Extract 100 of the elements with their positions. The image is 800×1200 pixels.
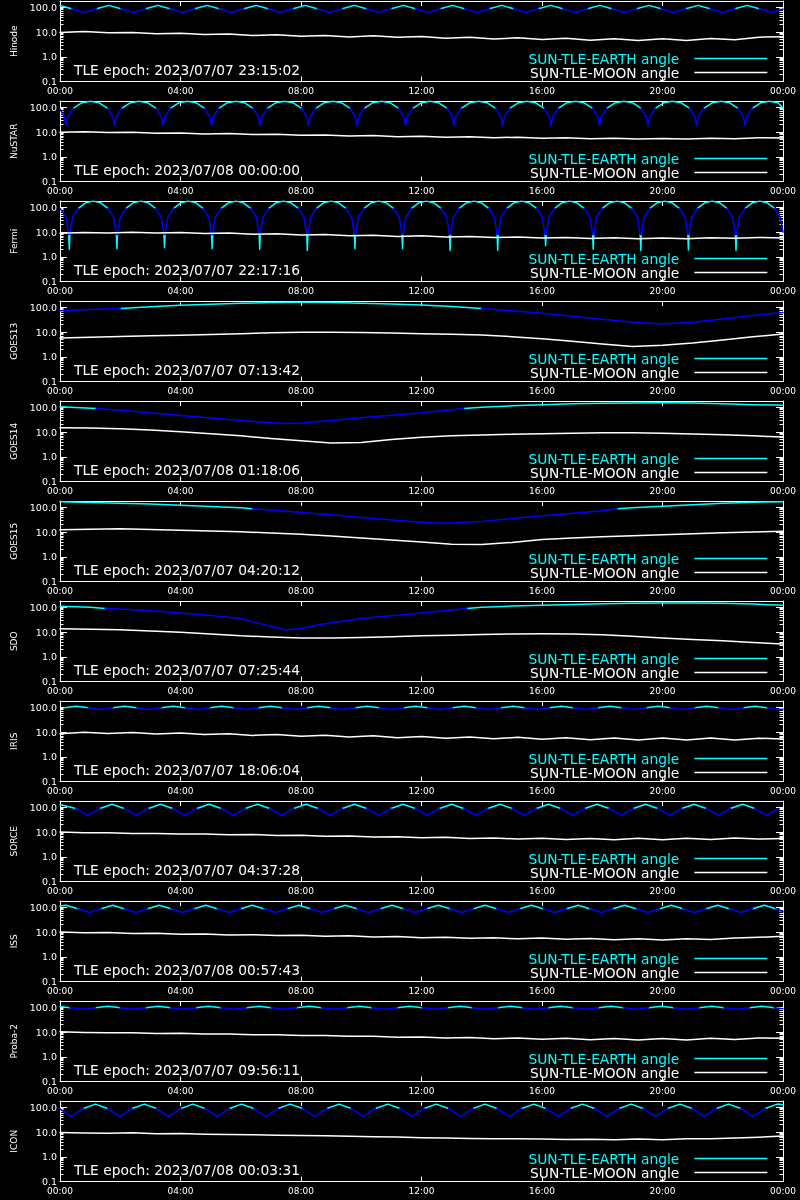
annotation: TLE epoch: 2023/07/07 22:17:16 xyxy=(73,262,301,278)
x-tick-label: 20:00 xyxy=(649,586,676,596)
x-tick-label: 20:00 xyxy=(649,1086,676,1096)
y-tick-label: 0.1 xyxy=(41,876,57,887)
y-tick-label: 0.1 xyxy=(41,376,57,387)
x-tick-label: 00:00 xyxy=(770,686,797,696)
y-tick-label: 0.1 xyxy=(41,1176,57,1187)
text: SUN-TLE-EARTH angle xyxy=(528,50,680,67)
x-tick-label: 00:00 xyxy=(770,1086,797,1096)
x-tick-label: 00:00 xyxy=(770,486,797,496)
y-tick-label: 10.0 xyxy=(35,26,57,38)
line-series xyxy=(252,507,619,524)
y-tick-label: 100.0 xyxy=(29,1101,57,1113)
x-tick-label: 12:00 xyxy=(408,886,435,896)
y-tick-label: 1.0 xyxy=(41,451,57,463)
y-tick-label: 1.0 xyxy=(41,251,57,263)
x-tick-label: 00:00 xyxy=(770,386,797,396)
x-tick-label: 20:00 xyxy=(649,386,676,396)
x-tick-label: 00:00 xyxy=(47,986,74,996)
y-axis-title: GOES15 xyxy=(9,522,20,560)
x-tick-label: 08:00 xyxy=(288,486,315,496)
y-tick-label: 10.0 xyxy=(35,226,57,238)
x-tick-label: 12:00 xyxy=(408,86,435,96)
x-tick-label: 12:00 xyxy=(408,786,435,796)
annotation: TLE epoch: 2023/07/07 07:13:42 xyxy=(73,362,301,378)
x-tick-label: 08:00 xyxy=(288,886,315,896)
x-tick-label: 00:00 xyxy=(770,886,797,896)
x-tick-label: 04:00 xyxy=(167,86,194,96)
y-tick-label: 1.0 xyxy=(41,1051,57,1063)
y-tick-label: 1.0 xyxy=(41,951,57,963)
y-tick-label: 0.1 xyxy=(41,576,57,587)
x-tick-label: 16:00 xyxy=(529,386,556,396)
x-tick-label: 00:00 xyxy=(47,286,74,296)
x-tick-label: 00:00 xyxy=(47,586,74,596)
y-tick-label: 0.1 xyxy=(41,176,57,187)
y-axis-title: SDO xyxy=(9,631,20,652)
x-tick-label: 00:00 xyxy=(47,1186,74,1196)
x-tick-label: 00:00 xyxy=(47,186,74,196)
y-tick-label: 1.0 xyxy=(41,651,57,663)
annotation: TLE epoch: 2023/07/07 09:56:11 xyxy=(73,1062,301,1078)
annotation: TLE epoch: 2023/07/07 04:37:28 xyxy=(73,862,301,878)
annotation: TLE epoch: 2023/07/07 18:06:04 xyxy=(73,762,301,778)
x-tick-label: 12:00 xyxy=(408,286,435,296)
y-tick-label: 100.0 xyxy=(29,401,57,413)
y-tick-label: 1.0 xyxy=(41,851,57,863)
x-tick-label: 16:00 xyxy=(529,486,556,496)
text: SUN-TLE-EARTH angle xyxy=(528,650,680,667)
annotation: TLE epoch: 2023/07/08 00:00:00 xyxy=(73,162,301,178)
y-tick-label: 100.0 xyxy=(29,501,57,513)
y-axis-title: SORCE xyxy=(9,825,20,857)
x-tick-label: 16:00 xyxy=(529,786,556,796)
x-tick-label: 00:00 xyxy=(770,86,797,96)
y-tick-label: 1.0 xyxy=(41,351,57,363)
x-tick-label: 00:00 xyxy=(47,1086,74,1096)
text: SUN-TLE-EARTH angle xyxy=(528,350,680,367)
x-tick-label: 04:00 xyxy=(167,786,194,796)
y-tick-label: 1.0 xyxy=(41,51,57,63)
y-tick-label: 10.0 xyxy=(35,526,57,538)
annotation: TLE epoch: 2023/07/08 00:03:31 xyxy=(73,1162,301,1178)
x-tick-label: 16:00 xyxy=(529,586,556,596)
x-tick-label: 12:00 xyxy=(408,386,435,396)
text: SUN-TLE-EARTH angle xyxy=(528,750,680,767)
y-axis-title: Fermi xyxy=(9,228,20,254)
y-axis-title: Proba-2 xyxy=(9,1024,20,1059)
x-tick-label: 20:00 xyxy=(649,686,676,696)
x-tick-label: 16:00 xyxy=(529,686,556,696)
line-series xyxy=(104,607,468,631)
text: SUN-TLE-EARTH angle xyxy=(528,1050,680,1067)
y-tick-label: 1.0 xyxy=(41,151,57,163)
annotation: TLE epoch: 2023/07/08 01:18:06 xyxy=(73,462,301,478)
x-tick-label: 16:00 xyxy=(529,186,556,196)
x-tick-label: 20:00 xyxy=(649,486,676,496)
x-tick-label: 00:00 xyxy=(47,886,74,896)
y-tick-label: 100.0 xyxy=(29,101,57,113)
y-tick-label: 100.0 xyxy=(29,801,57,813)
text: SUN-TLE-EARTH angle xyxy=(528,550,680,567)
x-tick-label: 04:00 xyxy=(167,486,194,496)
x-tick-label: 00:00 xyxy=(770,786,797,796)
y-tick-label: 100.0 xyxy=(29,701,57,713)
x-tick-label: 00:00 xyxy=(47,786,74,796)
x-tick-label: 00:00 xyxy=(770,186,797,196)
x-tick-label: 16:00 xyxy=(529,1186,556,1196)
x-tick-label: 04:00 xyxy=(167,686,194,696)
y-tick-label: 0.1 xyxy=(41,476,57,487)
annotation: TLE epoch: 2023/07/08 00:57:43 xyxy=(73,962,301,978)
x-tick-label: 04:00 xyxy=(167,186,194,196)
line-series xyxy=(95,407,465,425)
y-tick-label: 1.0 xyxy=(41,1151,57,1163)
x-tick-label: 00:00 xyxy=(770,286,797,296)
y-tick-label: 0.1 xyxy=(41,776,57,787)
text: SUN-TLE-EARTH angle xyxy=(528,1150,680,1167)
x-tick-label: 00:00 xyxy=(47,486,74,496)
y-tick-label: 0.1 xyxy=(41,976,57,987)
x-tick-label: 08:00 xyxy=(288,86,315,96)
y-tick-label: 0.1 xyxy=(41,1076,57,1087)
line-series xyxy=(119,301,483,310)
x-tick-label: 00:00 xyxy=(47,386,74,396)
y-tick-label: 10.0 xyxy=(35,326,57,338)
text: SUN-TLE-EARTH angle xyxy=(528,450,680,467)
x-tick-label: 20:00 xyxy=(649,886,676,896)
